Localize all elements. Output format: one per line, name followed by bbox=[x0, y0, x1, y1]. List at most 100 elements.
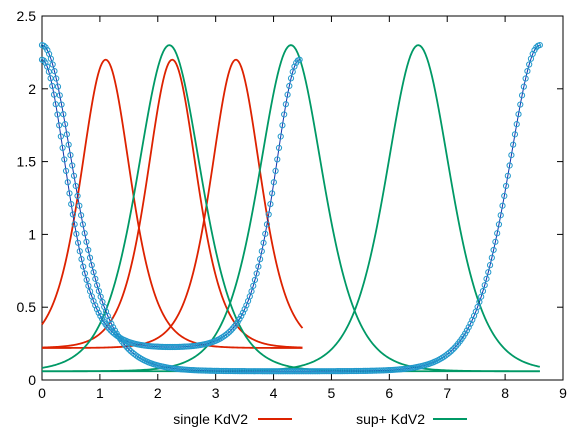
marker-point bbox=[485, 269, 492, 276]
x-tick-label: 6 bbox=[385, 385, 393, 401]
marker-point bbox=[73, 230, 80, 237]
marker-point bbox=[65, 141, 72, 148]
marker-trace-line bbox=[41, 59, 300, 348]
sup-kdv2-line bbox=[41, 44, 540, 373]
marker-point bbox=[81, 230, 88, 237]
marker-point bbox=[502, 182, 510, 190]
series-curves bbox=[41, 44, 541, 373]
marker-point bbox=[492, 238, 499, 245]
marker-point bbox=[122, 342, 129, 349]
marker-point bbox=[260, 239, 267, 246]
marker-point bbox=[270, 179, 277, 186]
marker-point bbox=[291, 63, 298, 70]
marker-point bbox=[74, 192, 81, 200]
marker-point bbox=[451, 344, 458, 351]
marker-point bbox=[76, 202, 83, 209]
marker-point bbox=[83, 238, 90, 245]
marker-point bbox=[66, 190, 73, 197]
marker-point bbox=[504, 172, 511, 179]
marker-point bbox=[61, 156, 68, 163]
marker-point bbox=[241, 306, 248, 313]
marker-point bbox=[56, 122, 63, 129]
marker-point bbox=[71, 221, 78, 228]
marker-point bbox=[60, 111, 67, 118]
y-tick-label: 0.5 bbox=[17, 299, 37, 315]
marker-point bbox=[287, 75, 295, 82]
marker-point bbox=[86, 254, 94, 261]
marker-point bbox=[248, 288, 255, 295]
marker-point bbox=[267, 200, 274, 208]
marker-point bbox=[227, 327, 235, 334]
marker-point bbox=[72, 182, 79, 190]
marker-point bbox=[462, 330, 469, 337]
marker-point bbox=[446, 349, 453, 356]
marker-point bbox=[92, 302, 99, 309]
marker-point bbox=[58, 101, 65, 108]
marker-point bbox=[536, 42, 543, 49]
marker-point bbox=[515, 111, 522, 118]
marker-point bbox=[494, 230, 501, 237]
marker-point bbox=[110, 324, 117, 331]
marker-point bbox=[447, 348, 455, 355]
marker-point bbox=[465, 324, 472, 331]
marker-point bbox=[263, 221, 271, 228]
marker-point bbox=[53, 75, 60, 82]
marker-point bbox=[94, 282, 101, 289]
marker-point bbox=[49, 82, 56, 90]
marker-point bbox=[236, 315, 243, 323]
marker-point bbox=[463, 327, 471, 334]
marker-point bbox=[497, 212, 504, 219]
y-tick-label: 1 bbox=[28, 226, 36, 242]
marker-point bbox=[54, 83, 62, 90]
marker-point bbox=[250, 282, 257, 289]
marker-point bbox=[277, 133, 284, 140]
x-tick-label: 9 bbox=[559, 385, 567, 401]
x-tick-label: 1 bbox=[96, 385, 104, 401]
marker-point bbox=[275, 144, 283, 152]
single-kdv2-line bbox=[41, 58, 303, 349]
marker-point bbox=[92, 275, 99, 282]
marker-series bbox=[38, 42, 543, 375]
marker-point bbox=[284, 91, 291, 98]
marker-point bbox=[490, 246, 497, 254]
marker-point bbox=[97, 312, 104, 320]
marker-point bbox=[258, 248, 265, 255]
marker-point bbox=[511, 131, 519, 138]
marker-point bbox=[56, 92, 63, 99]
marker-point bbox=[47, 55, 54, 62]
marker-point bbox=[279, 122, 286, 129]
marker-point bbox=[50, 91, 58, 98]
x-tick-label: 2 bbox=[154, 385, 162, 401]
x-tick-label: 7 bbox=[443, 385, 451, 401]
marker-point bbox=[52, 101, 59, 108]
marker-point bbox=[59, 144, 66, 152]
marker-point bbox=[57, 133, 64, 140]
x-tick-label: 8 bbox=[501, 385, 509, 401]
marker-point bbox=[224, 330, 231, 337]
marker-point bbox=[44, 47, 51, 54]
marker-point bbox=[69, 211, 77, 218]
marker-point bbox=[524, 68, 531, 75]
marker-point bbox=[78, 212, 85, 219]
marker-point bbox=[126, 346, 133, 353]
marker-point bbox=[62, 121, 69, 128]
marker-point bbox=[251, 276, 259, 283]
marker-point bbox=[508, 151, 515, 159]
legend-label-sup: sup+ KdV2 bbox=[356, 411, 425, 427]
marker-point bbox=[105, 325, 113, 332]
marker-point bbox=[69, 162, 76, 169]
marker-point bbox=[67, 151, 74, 159]
marker-point bbox=[111, 327, 119, 334]
marker-point bbox=[506, 162, 513, 169]
marker-point bbox=[127, 348, 134, 355]
marker-point bbox=[93, 306, 101, 313]
marker-point bbox=[85, 246, 92, 254]
marker-point bbox=[481, 282, 488, 289]
marker-point bbox=[522, 75, 529, 82]
marker-point bbox=[70, 172, 78, 179]
sup-kdv2-line bbox=[42, 44, 541, 373]
marker-point bbox=[289, 68, 296, 75]
marker-point bbox=[74, 239, 82, 246]
marker-point bbox=[239, 309, 247, 316]
y-tick-label: 1.5 bbox=[17, 154, 37, 170]
